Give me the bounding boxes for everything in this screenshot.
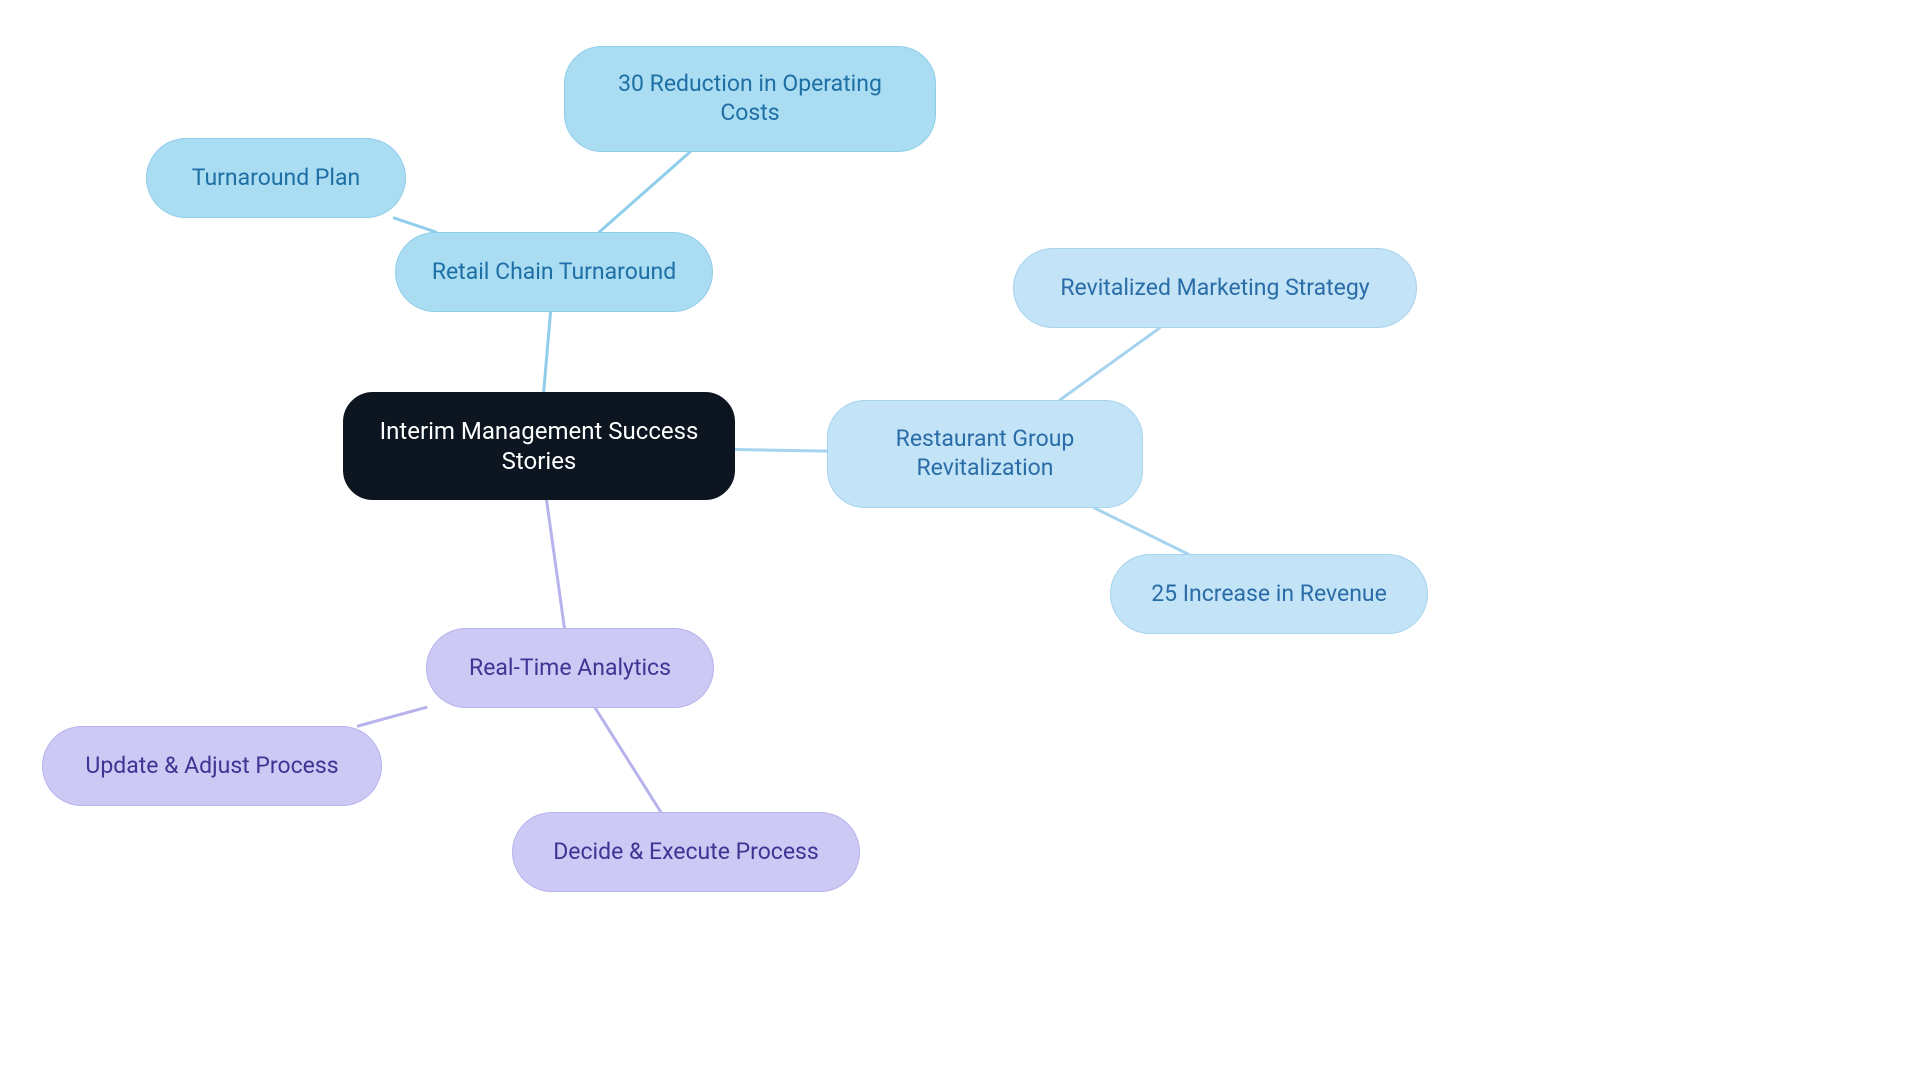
node-decide: Decide & Execute Process (512, 812, 860, 892)
node-turnaround-plan-label: Turnaround Plan (192, 164, 360, 193)
node-update: Update & Adjust Process (42, 726, 382, 806)
node-root-label: Interim Management Success Stories (372, 416, 706, 476)
node-root: Interim Management Success Stories (343, 392, 735, 500)
mindmap-canvas: Interim Management Success Stories Retai… (0, 0, 1920, 1083)
node-restaurant: Restaurant Group Revitalization (827, 400, 1143, 508)
node-restaurant-label: Restaurant Group Revitalization (856, 425, 1114, 483)
node-retail-label: Retail Chain Turnaround (432, 258, 676, 287)
node-update-label: Update & Adjust Process (85, 752, 338, 781)
node-revenue: 25 Increase in Revenue (1110, 554, 1428, 634)
node-cost-reduction-label: 30 Reduction in Operating Costs (593, 70, 907, 128)
node-revenue-label: 25 Increase in Revenue (1151, 580, 1387, 609)
node-decide-label: Decide & Execute Process (553, 838, 819, 867)
node-marketing-label: Revitalized Marketing Strategy (1060, 274, 1369, 303)
node-turnaround-plan: Turnaround Plan (146, 138, 406, 218)
node-analytics: Real-Time Analytics (426, 628, 714, 708)
node-cost-reduction: 30 Reduction in Operating Costs (564, 46, 936, 152)
node-marketing: Revitalized Marketing Strategy (1013, 248, 1417, 328)
node-retail: Retail Chain Turnaround (395, 232, 713, 312)
node-analytics-label: Real-Time Analytics (469, 654, 671, 683)
